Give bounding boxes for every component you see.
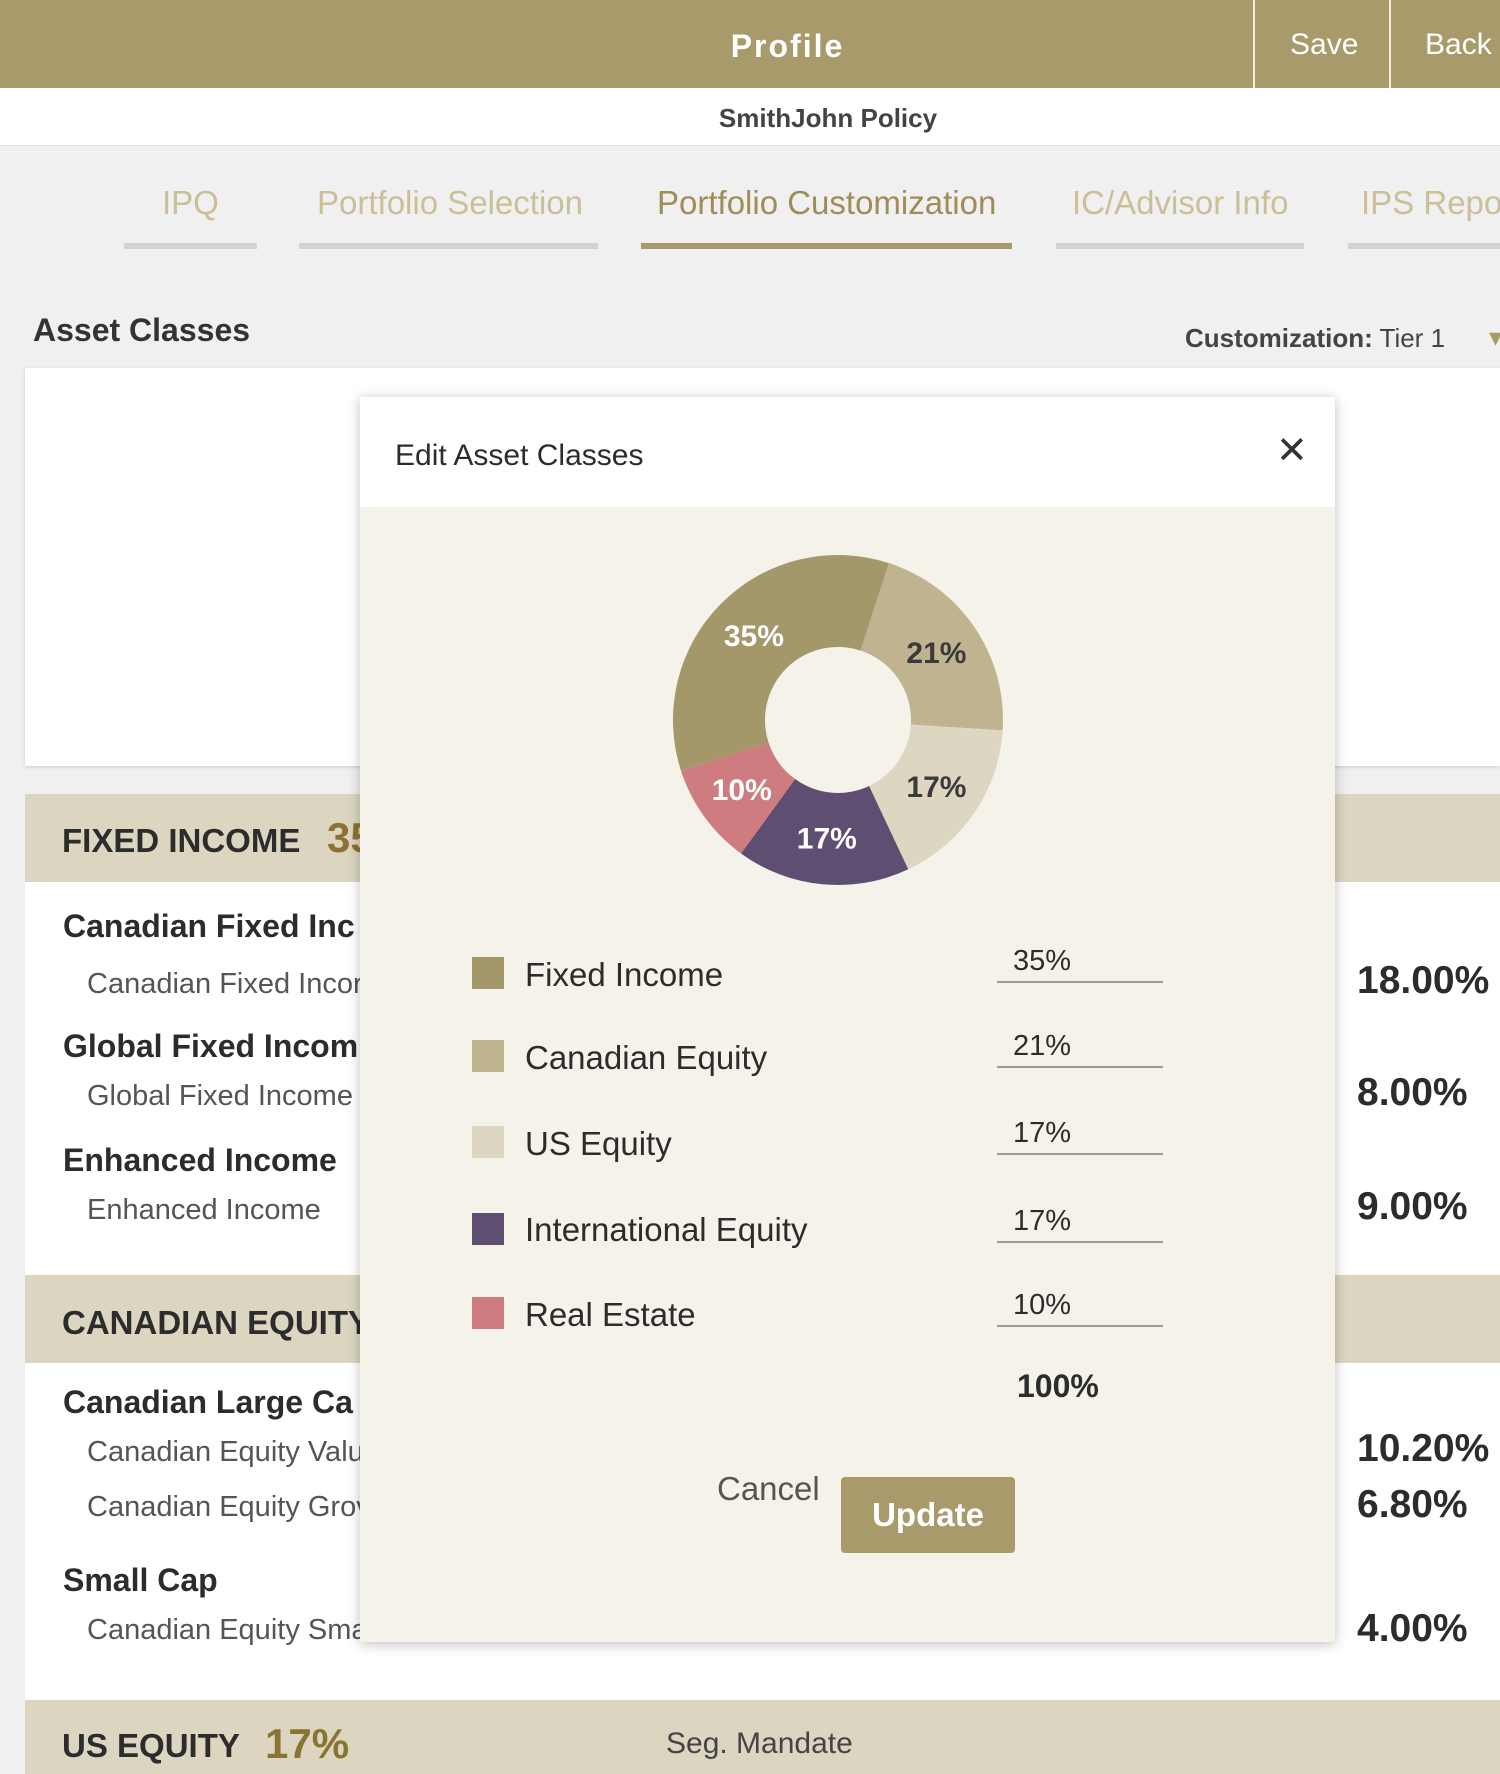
real-estate-input[interactable] (997, 1281, 1163, 1327)
fund-name: Canadian Fixed Incor (87, 968, 363, 1000)
tab-indicator (124, 243, 257, 249)
policy-bar: SmithJohn Policy (0, 88, 1500, 146)
legend-swatch-canadian-equity (472, 1040, 504, 1072)
top-bar: Profile Save Back (0, 0, 1500, 88)
tab-indicator-active (641, 243, 1012, 249)
save-button[interactable]: Save (1290, 28, 1359, 61)
category-title: Canadian Large Ca (63, 1384, 353, 1420)
allocation-total: 100% (1017, 1368, 1099, 1404)
legend-label: International Equity (525, 1211, 808, 1248)
fund-pct: 10.20% (1357, 1427, 1490, 1470)
back-button[interactable]: Back (1425, 28, 1492, 61)
us-equity-pct: 17% (265, 1720, 350, 1767)
legend-label: US Equity (525, 1125, 672, 1162)
cancel-button[interactable]: Cancel (717, 1470, 820, 1507)
page-title: Profile (730, 28, 845, 64)
fund-name: Canadian Equity Sma (87, 1614, 368, 1646)
fixed-income-label: FIXED INCOME (62, 822, 301, 859)
modal-header: Edit Asset Classes ✕ (360, 397, 1335, 507)
update-button[interactable]: Update (841, 1477, 1015, 1553)
fund-pct: 4.00% (1357, 1607, 1468, 1650)
fund-name: Canadian Equity Valu (87, 1436, 364, 1468)
category-title: Small Cap (63, 1562, 218, 1598)
divider (1253, 0, 1255, 88)
modal-title: Edit Asset Classes (395, 439, 644, 472)
edit-asset-classes-modal: Edit Asset Classes ✕ 35% 21% 17% 17% 10% Fix… (360, 397, 1335, 1642)
section-title: Asset Classes (33, 312, 251, 348)
category-title: Canadian Fixed Inc (63, 908, 355, 944)
donut-slice-international-equity (741, 779, 909, 885)
fund-name: Canadian Equity Grov (87, 1491, 371, 1523)
donut-slice-label: 35% (724, 620, 784, 653)
us-equity-input[interactable] (997, 1109, 1163, 1155)
international-equity-input[interactable] (997, 1197, 1163, 1243)
fixed-income-input[interactable] (997, 937, 1163, 983)
customization-tier[interactable]: Customization: Tier 1 (1185, 323, 1445, 354)
donut-slice-real-estate (681, 742, 796, 854)
legend-label: Real Estate (525, 1296, 696, 1333)
chevron-down-icon[interactable]: ▾ (1489, 322, 1500, 352)
tab-indicator (1348, 243, 1500, 249)
legend-swatch-real-estate (472, 1297, 504, 1329)
legend-label: Canadian Equity (525, 1039, 768, 1076)
category-title: Global Fixed Incom (63, 1028, 359, 1064)
tab-ipq[interactable]: IPQ (162, 184, 219, 221)
donut-slice-label: 17% (797, 822, 857, 855)
policy-name: SmithJohn Policy (718, 103, 938, 133)
us-equity-label: US EQUITY (62, 1727, 240, 1764)
fund-name: Global Fixed Income (87, 1080, 353, 1112)
donut-slice-us-equity (869, 724, 1003, 870)
tab-ips-report[interactable]: IPS Repor (1361, 184, 1500, 221)
tab-indicator (299, 243, 598, 249)
tab-indicator (1056, 243, 1304, 249)
donut-slice-fixed-income (673, 555, 889, 771)
legend-label: Fixed Income (525, 956, 724, 993)
donut-slice-label: 10% (712, 774, 772, 807)
fund-pct: 8.00% (1357, 1071, 1468, 1114)
canadian-equity-input[interactable] (997, 1022, 1163, 1068)
fund-pct: 18.00% (1357, 959, 1490, 1002)
canadian-equity-label: CANADIAN EQUITY (62, 1304, 371, 1341)
legend-swatch-us-equity (472, 1126, 504, 1158)
donut-slice-label: 21% (906, 637, 966, 670)
customization-label: Customization: (1185, 323, 1373, 353)
customization-value: Tier 1 (1379, 323, 1446, 353)
category-title: Enhanced Income (63, 1142, 337, 1178)
us-equity-header[interactable]: US EQUITY 17% Seg. Mandate (25, 1700, 1500, 1774)
donut-slice-label: 17% (906, 771, 966, 804)
donut-slice-canadian-equity (860, 563, 1003, 731)
fund-pct: 9.00% (1357, 1185, 1468, 1228)
legend-swatch-fixed-income (472, 957, 504, 989)
allocation-donut-chart: 35% 21% 17% 17% 10% (673, 555, 1003, 885)
legend-swatch-international-equity (472, 1213, 504, 1245)
fund-name: Enhanced Income (87, 1194, 321, 1226)
tab-portfolio-selection[interactable]: Portfolio Selection (317, 184, 583, 221)
seg-mandate-label: Seg. Mandate (666, 1727, 853, 1760)
tab-ic-advisor-info[interactable]: IC/Advisor Info (1072, 184, 1289, 221)
divider (1389, 0, 1391, 88)
fund-pct: 6.80% (1357, 1483, 1468, 1526)
tab-portfolio-customization[interactable]: Portfolio Customization (657, 184, 997, 221)
close-icon[interactable]: ✕ (1276, 430, 1308, 472)
